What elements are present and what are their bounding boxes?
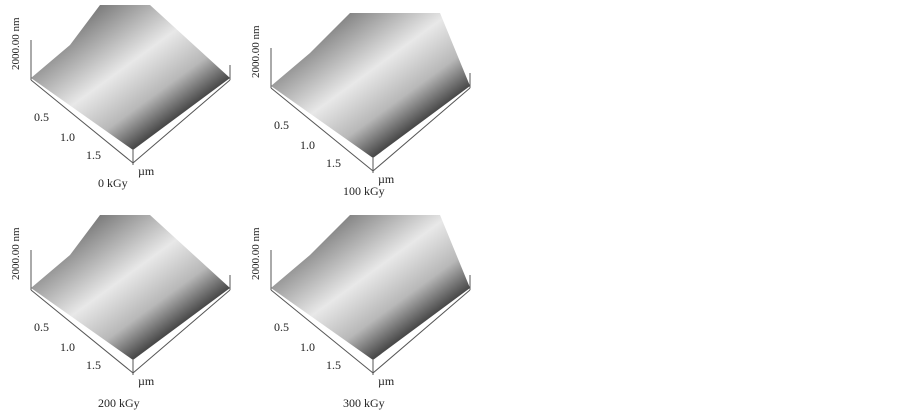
x-axis-unit: µm [138, 164, 155, 178]
axes [30, 40, 231, 165]
z-axis-label: 2000.00 nm [250, 227, 262, 280]
x-tick: 1.0 [300, 340, 315, 354]
afm-panel: 2000.00 nm 0.5 1.0 1.5 µm 0 kGy [0, 0, 240, 209]
x-axis-unit: µm [378, 172, 395, 186]
x-tick: 1.5 [326, 156, 341, 170]
x-tick: 0.5 [274, 320, 289, 334]
x-tick: 0.5 [34, 320, 49, 334]
panel-label: 0 kGy [98, 176, 128, 190]
surface [31, 215, 230, 360]
z-axis-label: 2000.00 nm [10, 17, 22, 70]
afm-surface-plot [270, 215, 471, 375]
z-axis-label: 2000.00 nm [10, 227, 22, 280]
x-tick: 1.5 [86, 358, 101, 372]
x-tick: 0.5 [34, 110, 49, 124]
afm-surface-plot [30, 215, 231, 375]
afm-surface-plot [30, 5, 231, 165]
surface [31, 5, 230, 150]
afm-surface-plot [270, 13, 471, 173]
panel-label: 200 kGy [98, 396, 140, 410]
x-axis-unit: µm [138, 374, 155, 388]
z-axis-label: 2000.00 nm [250, 25, 262, 78]
x-tick: 0.5 [274, 118, 289, 132]
x-tick: 1.0 [300, 138, 315, 152]
panel-label: 100 kGy [343, 184, 385, 198]
x-tick: 1.0 [60, 340, 75, 354]
x-axis-unit: µm [378, 374, 395, 388]
afm-panel: 2000.00 nm 0.5 1.0 1.5 µm 300 kGy [240, 210, 480, 419]
x-tick: 1.5 [86, 148, 101, 162]
panel-label: 300 kGy [343, 396, 385, 410]
axes [270, 250, 471, 375]
surface [271, 215, 470, 360]
surface [271, 13, 470, 158]
x-tick: 1.0 [60, 130, 75, 144]
axes [270, 48, 471, 173]
axes [30, 250, 231, 375]
afm-panel: 2000.00 nm 0.5 1.0 1.5 µm 200 kGy [0, 210, 240, 419]
afm-panel: 2000.00 nm 0.5 1.0 1.5 µm 100 kGy [240, 8, 480, 217]
x-tick: 1.5 [326, 358, 341, 372]
